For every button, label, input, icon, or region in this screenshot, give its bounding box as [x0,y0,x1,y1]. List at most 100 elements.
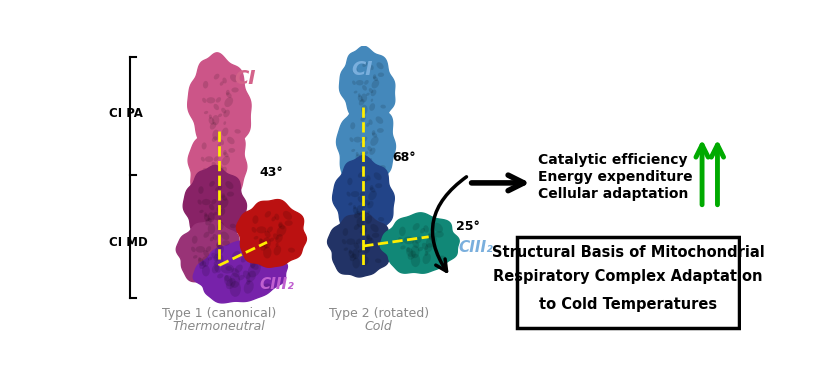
Ellipse shape [252,227,256,233]
Ellipse shape [203,231,210,238]
Ellipse shape [370,224,378,232]
Ellipse shape [215,245,224,256]
Ellipse shape [354,243,359,249]
Ellipse shape [210,237,214,241]
Ellipse shape [428,234,435,241]
Ellipse shape [202,256,209,267]
Ellipse shape [363,246,370,254]
Ellipse shape [347,192,351,197]
Ellipse shape [221,195,227,201]
Ellipse shape [208,177,214,184]
Ellipse shape [354,137,362,142]
Ellipse shape [363,178,368,183]
Ellipse shape [256,226,267,233]
Ellipse shape [246,271,256,282]
Ellipse shape [359,165,366,175]
Text: CI: CI [235,69,256,88]
Ellipse shape [368,119,373,125]
Ellipse shape [376,117,383,124]
Ellipse shape [373,76,378,81]
Ellipse shape [223,121,226,125]
Ellipse shape [349,249,352,254]
Ellipse shape [216,170,220,173]
Ellipse shape [368,68,371,72]
Ellipse shape [263,283,273,290]
Ellipse shape [368,191,377,201]
Ellipse shape [210,122,216,129]
Ellipse shape [411,254,420,267]
Ellipse shape [259,259,269,267]
Ellipse shape [202,265,210,276]
Ellipse shape [216,207,221,213]
Ellipse shape [354,224,359,230]
Ellipse shape [369,158,372,162]
Ellipse shape [371,89,377,96]
Text: CIII₂: CIII₂ [458,240,493,255]
Ellipse shape [356,152,358,156]
Ellipse shape [211,183,217,194]
Ellipse shape [214,265,221,273]
Ellipse shape [439,256,446,261]
Ellipse shape [369,148,376,155]
Ellipse shape [232,251,240,259]
Ellipse shape [267,227,273,233]
Ellipse shape [193,255,197,259]
Ellipse shape [375,183,382,188]
Ellipse shape [219,218,221,222]
Ellipse shape [211,199,216,204]
Ellipse shape [370,185,373,190]
Ellipse shape [211,171,217,181]
Ellipse shape [346,238,355,245]
Ellipse shape [377,128,384,133]
Ellipse shape [363,137,368,142]
Ellipse shape [246,279,250,285]
Ellipse shape [362,245,367,251]
Ellipse shape [273,233,278,240]
Ellipse shape [358,196,363,202]
Ellipse shape [206,97,216,104]
Ellipse shape [235,129,240,134]
Ellipse shape [219,182,225,190]
Ellipse shape [373,172,382,180]
Polygon shape [188,53,251,157]
Text: CI MD: CI MD [109,236,148,249]
Ellipse shape [273,246,281,256]
Ellipse shape [221,128,229,136]
Ellipse shape [225,181,234,189]
Text: CI PA: CI PA [109,107,143,120]
Ellipse shape [373,74,376,79]
Ellipse shape [368,163,374,172]
Ellipse shape [357,217,363,227]
Ellipse shape [363,62,368,67]
Ellipse shape [370,65,373,70]
Ellipse shape [353,257,360,269]
Ellipse shape [214,104,219,110]
Ellipse shape [220,139,224,145]
Ellipse shape [363,227,367,233]
Text: CI: CI [352,60,373,79]
Ellipse shape [254,236,259,240]
Ellipse shape [263,237,271,249]
Ellipse shape [207,171,210,175]
Text: Cold: Cold [365,320,392,333]
Ellipse shape [217,274,224,278]
Ellipse shape [364,80,368,85]
Ellipse shape [278,222,282,228]
Ellipse shape [361,105,368,114]
Ellipse shape [226,92,231,98]
Ellipse shape [272,216,276,221]
Ellipse shape [372,133,377,138]
Ellipse shape [368,201,373,209]
Ellipse shape [216,242,221,248]
Ellipse shape [263,246,272,259]
Polygon shape [328,213,392,277]
Ellipse shape [221,177,223,180]
Ellipse shape [412,240,419,248]
Ellipse shape [238,275,244,280]
Ellipse shape [350,122,355,129]
Text: Energy expenditure: Energy expenditure [538,170,693,184]
Ellipse shape [196,246,205,253]
Ellipse shape [433,223,443,233]
Ellipse shape [365,200,370,205]
Ellipse shape [207,173,212,180]
